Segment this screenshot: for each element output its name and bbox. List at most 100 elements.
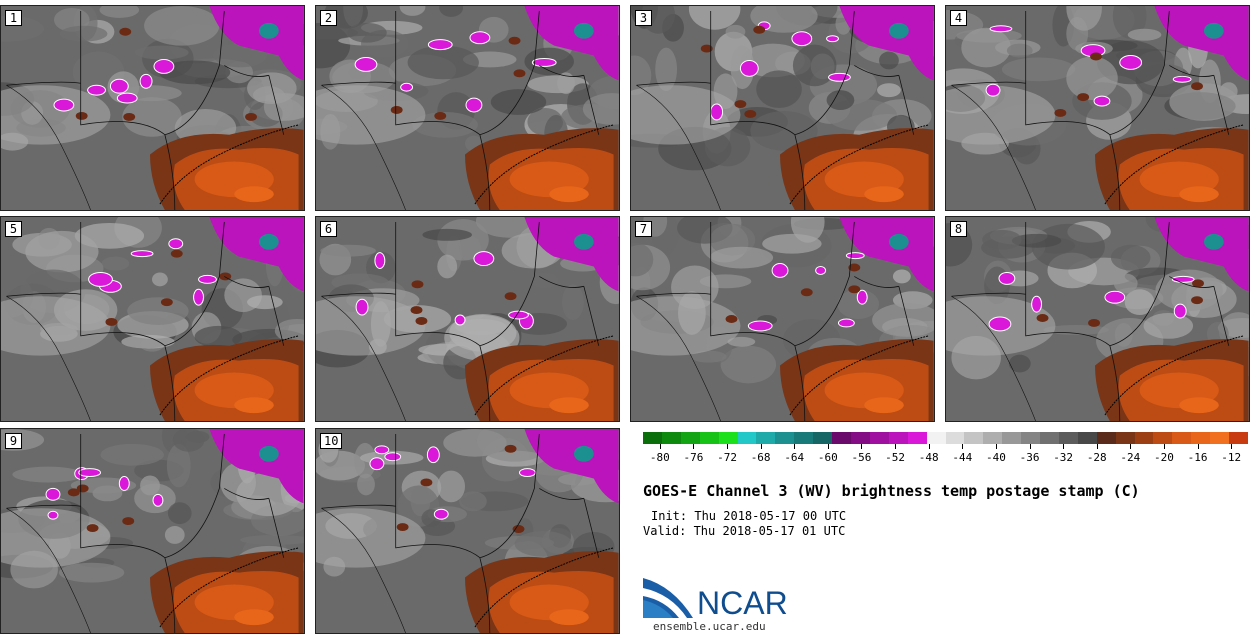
tick-mark xyxy=(693,444,695,449)
valid-time: Valid: Thu 2018-05-17 01 UTC xyxy=(643,524,846,538)
tick-mark xyxy=(928,444,930,449)
colorbar-swatch xyxy=(907,432,927,444)
colorbar-swatch xyxy=(1096,432,1116,444)
postage-stamp-panel: 8 xyxy=(945,216,1250,422)
panel-label: 4 xyxy=(950,10,967,26)
wv-field-map xyxy=(631,217,934,421)
tick-label: -24 xyxy=(1120,451,1141,464)
tick-label: -32 xyxy=(1053,451,1074,464)
panel-label: 3 xyxy=(635,10,652,26)
tick-mark xyxy=(1130,444,1132,449)
tick-label: -48 xyxy=(918,451,939,464)
postage-stamp-panel: 10 xyxy=(315,428,620,634)
tick-label: -36 xyxy=(1019,451,1040,464)
url-text: ensemble.ucar.edu xyxy=(653,620,766,633)
colorbar-swatch xyxy=(1021,432,1041,444)
tick-mark xyxy=(962,444,964,449)
tick-label: -56 xyxy=(851,451,872,464)
colorbar-swatch xyxy=(964,432,984,444)
wv-field-map xyxy=(946,217,1249,421)
tick-mark xyxy=(827,444,829,449)
tick-mark xyxy=(760,444,762,449)
tick-label: -68 xyxy=(750,451,771,464)
colorbar-swatch xyxy=(1153,432,1173,444)
tick-label: -52 xyxy=(885,451,906,464)
postage-stamp-panel: 6 xyxy=(315,216,620,422)
colorbar-swatch xyxy=(869,432,889,444)
colorbar-swatch xyxy=(1077,432,1097,444)
wv-field-map xyxy=(1,217,304,421)
colorbar-swatch xyxy=(1040,432,1059,444)
colorbar-swatch xyxy=(832,432,851,444)
colorbar-swatch xyxy=(756,432,776,444)
wv-field-map xyxy=(1,429,304,633)
tick-mark xyxy=(861,444,863,449)
panel-label: 7 xyxy=(635,221,652,237)
colorbar-swatch xyxy=(643,432,662,444)
colorbar-swatch xyxy=(1191,432,1211,444)
colorbar-swatch xyxy=(1002,432,1022,444)
tick-label: -28 xyxy=(1086,451,1107,464)
colorbar-swatch xyxy=(699,432,719,444)
panel-label: 1 xyxy=(5,10,22,26)
tick-label: -76 xyxy=(683,451,704,464)
panel-label: 5 xyxy=(5,221,22,237)
panel-label: 9 xyxy=(5,433,22,449)
figure-title: GOES-E Channel 3 (WV) brightness temp po… xyxy=(643,482,1140,500)
wv-field-map xyxy=(631,6,934,210)
tick-label: -44 xyxy=(952,451,973,464)
postage-stamp-panel: 5 xyxy=(0,216,305,422)
colorbar-swatch xyxy=(1172,432,1192,444)
colorbar-swatch xyxy=(794,432,814,444)
panel-label: 2 xyxy=(320,10,337,26)
tick-mark xyxy=(659,444,661,449)
tick-mark xyxy=(995,444,997,449)
colorbar-swatch xyxy=(850,432,870,444)
colorbar-swatch xyxy=(680,432,700,444)
colorbar-swatch xyxy=(1229,432,1248,444)
colorbar-swatch xyxy=(813,432,833,444)
postage-stamp-panel: 9 xyxy=(0,428,305,634)
wv-field-map xyxy=(316,429,619,633)
colorbar-swatch xyxy=(775,432,795,444)
tick-mark xyxy=(1197,444,1199,449)
postage-stamp-panel: 4 xyxy=(945,5,1250,211)
tick-mark xyxy=(1029,444,1031,449)
colorbar-swatch xyxy=(926,432,946,444)
tick-mark xyxy=(1063,444,1065,449)
postage-stamp-panel: 2 xyxy=(315,5,620,211)
tick-label: -20 xyxy=(1154,451,1174,464)
colorbar-swatch xyxy=(661,432,681,444)
colorbar-swatch xyxy=(945,432,965,444)
init-time: Init: Thu 2018-05-17 00 UTC xyxy=(651,509,847,523)
colorbar-swatch xyxy=(718,432,738,444)
tick-label: -16 xyxy=(1187,451,1208,464)
tick-label: -60 xyxy=(817,451,838,464)
postage-stamp-panel: 1 xyxy=(0,5,305,211)
colorbar-swatch xyxy=(888,432,908,444)
colorbar-swatch xyxy=(983,432,1003,444)
tick-mark xyxy=(1096,444,1098,449)
tick-label: -72 xyxy=(717,451,737,464)
tick-mark xyxy=(727,444,729,449)
panel-label: 10 xyxy=(320,433,343,449)
postage-stamp-panel: 7 xyxy=(630,216,935,422)
wv-field-map xyxy=(316,6,619,210)
colorbar-ticks: -80 -76 -72 -68 -64 -60 -56 -52 -48 -44 -40 -36 -32-… xyxy=(643,444,1248,464)
tick-mark xyxy=(1163,444,1165,449)
logo-text: NCAR xyxy=(697,585,788,620)
wv-field-map xyxy=(316,217,619,421)
tick-mark xyxy=(794,444,796,449)
colorbar-swatch xyxy=(1058,432,1078,444)
tick-label: -40 xyxy=(985,451,1006,464)
ncar-logo: NCAR xyxy=(643,578,788,620)
colorbar-swatch xyxy=(737,432,757,444)
panel-label: 8 xyxy=(950,221,967,237)
panel-label: 6 xyxy=(320,221,337,237)
tick-mark xyxy=(1231,444,1233,449)
wv-field-map xyxy=(1,6,304,210)
tick-label: -64 xyxy=(784,451,805,464)
wv-field-map xyxy=(946,6,1249,210)
tick-label: -12 xyxy=(1221,451,1242,464)
tick-label: -80 xyxy=(649,451,670,464)
